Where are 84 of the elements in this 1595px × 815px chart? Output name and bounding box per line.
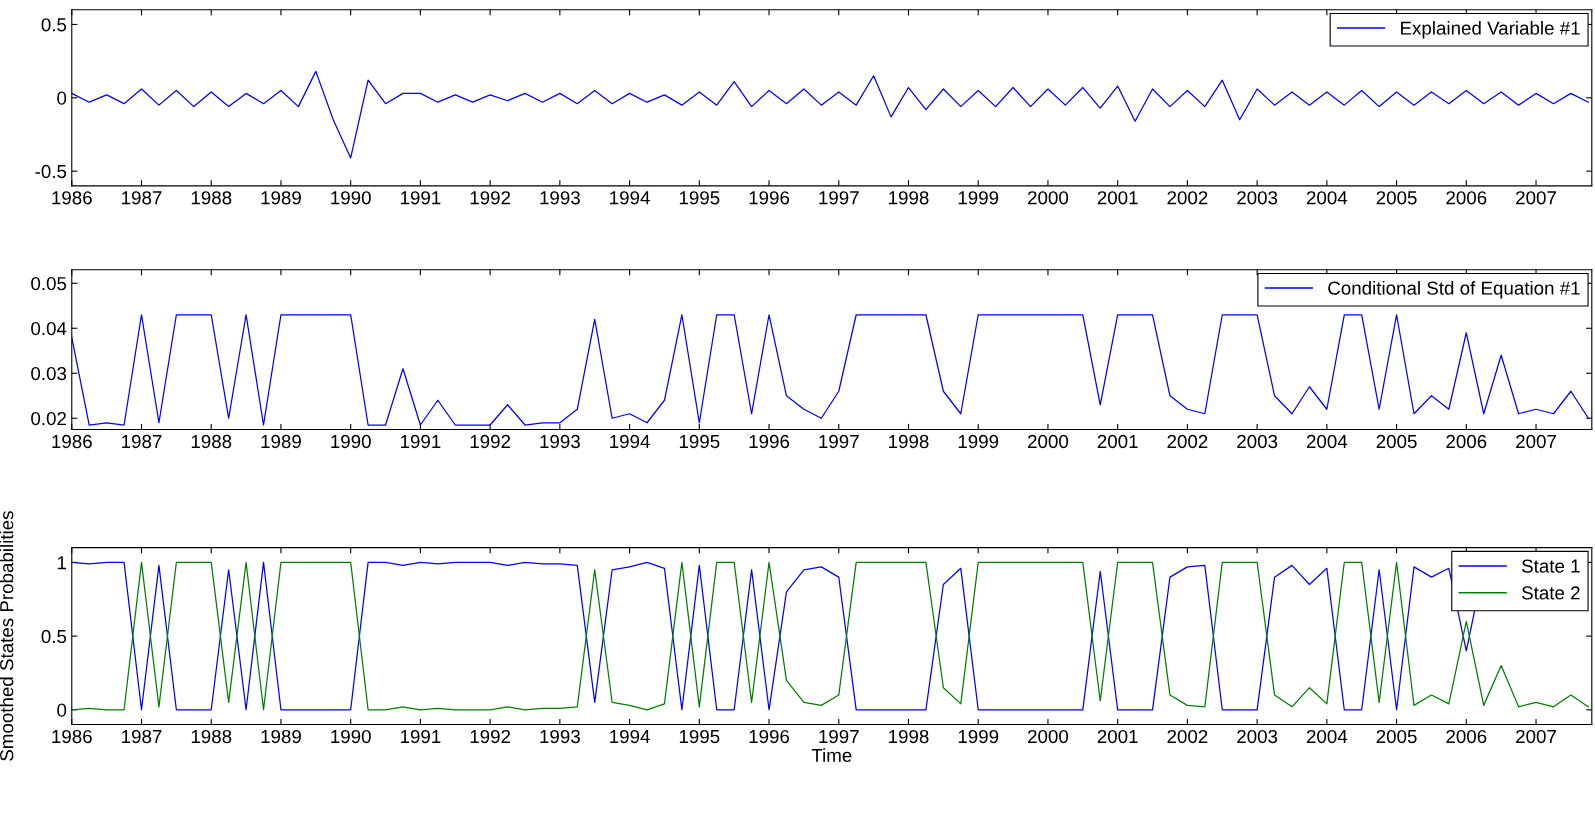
x-tick-label: 1997 xyxy=(819,434,859,449)
line-series xyxy=(71,314,1589,426)
x-tick-label: 2005 xyxy=(1376,434,1417,449)
x-tick-label: 1993 xyxy=(540,729,580,744)
x-tick-label: 1987 xyxy=(122,729,162,744)
x-tick-label: 1996 xyxy=(749,191,790,205)
x-tick-label: 2005 xyxy=(1376,191,1417,205)
x-tick-label: 2003 xyxy=(1237,434,1278,449)
x-axis-title: Time xyxy=(811,748,852,763)
x-tick-label: 1992 xyxy=(470,191,511,205)
y-tick-label: 0.5 xyxy=(41,629,67,644)
x-tick-label: 1993 xyxy=(540,191,580,205)
x-tick-label: 2004 xyxy=(1306,191,1348,205)
y-tick-label: 0.03 xyxy=(31,366,67,381)
x-tick-label: 1998 xyxy=(889,191,929,205)
x-tick-label: 2001 xyxy=(1097,191,1138,205)
x-tick-label: 1989 xyxy=(261,434,301,449)
x-tick-label: 1986 xyxy=(52,191,92,205)
legend-label: Explained Variable #1 xyxy=(1401,21,1580,39)
x-tick-label: 1986 xyxy=(52,434,92,449)
legend-label: State 1 xyxy=(1522,559,1580,573)
x-tick-label: 1996 xyxy=(749,434,790,449)
x-tick-label: 2005 xyxy=(1376,729,1417,744)
x-tick-label: 2000 xyxy=(1028,434,1069,449)
x-tick-label: 2003 xyxy=(1237,729,1278,744)
x-tick-label: 1994 xyxy=(610,191,650,205)
x-tick-label: 2000 xyxy=(1028,729,1069,744)
y-tick-label: 1 xyxy=(57,556,66,570)
x-tick-label: 2006 xyxy=(1446,434,1487,449)
x-tick-label: 2007 xyxy=(1516,434,1556,449)
x-tick-label: 1995 xyxy=(679,191,720,205)
x-tick-label: 1995 xyxy=(679,434,720,449)
x-tick-label: 1989 xyxy=(261,729,301,744)
legend-label: State 2 xyxy=(1522,586,1580,600)
y-tick-label: 0.5 xyxy=(41,18,67,32)
x-tick-label: 2006 xyxy=(1446,191,1487,205)
x-tick-label: 1988 xyxy=(191,434,232,449)
x-tick-label: 1987 xyxy=(122,191,162,205)
x-tick-label: 2002 xyxy=(1167,729,1208,744)
x-tick-label: 1994 xyxy=(610,729,650,744)
x-tick-label: 2002 xyxy=(1167,191,1208,205)
x-tick-label: 2007 xyxy=(1516,729,1556,744)
x-tick-label: 1998 xyxy=(889,434,929,449)
x-tick-label: 1999 xyxy=(958,434,999,449)
x-tick-label: 1994 xyxy=(610,434,650,449)
x-tick-label: 1992 xyxy=(470,434,511,449)
x-tick-label: 2007 xyxy=(1516,191,1556,205)
x-tick-label: 1986 xyxy=(52,729,92,744)
x-tick-label: 1998 xyxy=(889,729,929,744)
y-tick-label: 0.02 xyxy=(31,411,66,426)
x-tick-label: 1993 xyxy=(540,434,580,449)
x-tick-label: 1996 xyxy=(749,729,790,744)
legend-label: Conditional Std of Equation #1 xyxy=(1328,281,1580,299)
x-tick-label: 1990 xyxy=(331,434,371,449)
x-tick-label: 1997 xyxy=(819,729,859,744)
line-series xyxy=(71,70,1589,159)
x-tick-label: 2002 xyxy=(1167,434,1208,449)
x-tick-label: 1991 xyxy=(400,434,441,449)
x-tick-label: 2000 xyxy=(1028,191,1069,205)
y-axis-title: Smoothed States Probabilities xyxy=(0,511,14,761)
x-tick-label: 2001 xyxy=(1097,434,1138,449)
x-tick-label: 2001 xyxy=(1097,729,1138,744)
x-tick-label: 2003 xyxy=(1237,191,1278,205)
x-tick-label: 2004 xyxy=(1306,434,1348,449)
x-tick-label: 1999 xyxy=(958,729,999,744)
x-tick-label: 1997 xyxy=(819,191,859,205)
x-tick-label: 1999 xyxy=(958,191,999,205)
x-tick-label: 1987 xyxy=(122,434,162,449)
x-tick-label: 1988 xyxy=(191,729,232,744)
y-tick-label: -0.5 xyxy=(35,164,67,179)
x-tick-label: 1990 xyxy=(331,729,371,744)
x-tick-label: 1992 xyxy=(470,729,511,744)
x-tick-label: 2006 xyxy=(1446,729,1487,744)
y-tick-label: 0.05 xyxy=(31,276,67,291)
x-tick-label: 1995 xyxy=(679,729,720,744)
y-tick-label: 0 xyxy=(57,703,67,717)
y-tick-label: 0 xyxy=(57,91,67,105)
x-tick-label: 1991 xyxy=(400,729,441,744)
x-tick-label: 1988 xyxy=(191,191,232,205)
x-tick-label: 2004 xyxy=(1306,729,1348,744)
x-tick-label: 1990 xyxy=(331,191,371,205)
x-tick-label: 1989 xyxy=(261,191,301,205)
y-tick-label: 0.04 xyxy=(31,321,67,336)
x-tick-label: 1991 xyxy=(400,191,441,205)
